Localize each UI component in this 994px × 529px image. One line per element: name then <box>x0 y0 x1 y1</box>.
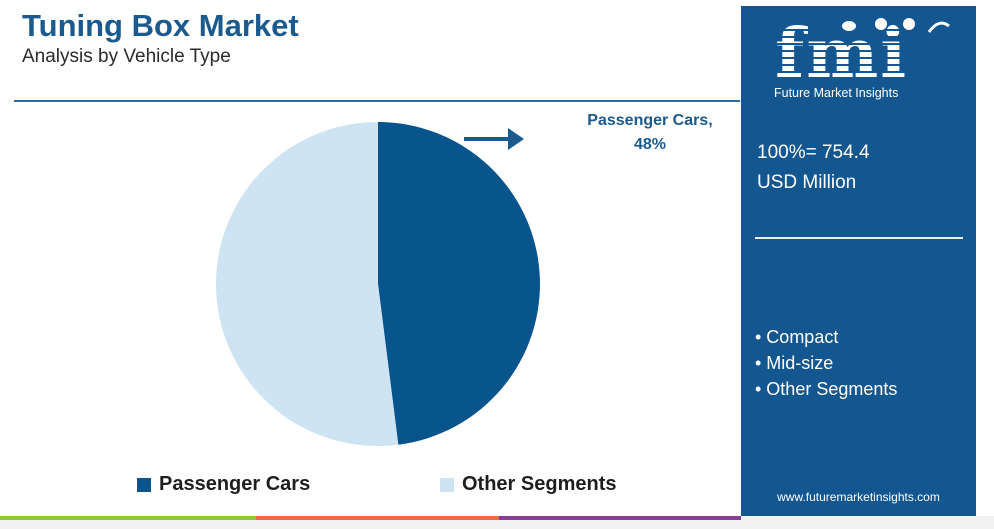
chart-title: Tuning Box Market <box>22 8 299 43</box>
total-value: 100%= 754.4 <box>757 142 870 163</box>
accent-bar-orange <box>256 516 499 520</box>
accent-bar-purple <box>499 516 741 520</box>
legend-label-passenger-cars: Passenger Cars <box>159 473 311 495</box>
chart-card: Tuning Box Market Analysis by Vehicle Ty… <box>0 0 994 516</box>
pie-slice-passenger-cars <box>378 122 540 445</box>
callout-label: Passenger Cars, <box>587 112 713 129</box>
market-total: 100%= 754.4 USD Million <box>757 138 870 198</box>
accent-bar-green <box>0 516 256 520</box>
title-divider <box>14 100 740 102</box>
website-url: www.futuremarketinsights.com <box>777 490 940 504</box>
legend-item-passenger-cars: Passenger Cars <box>137 473 310 496</box>
legend-label-other-segments: Other Segments <box>462 473 617 495</box>
legend-swatch-other-segments <box>440 477 454 492</box>
segment-item: • Mid-size <box>755 353 834 373</box>
segment-item: • Other Segments <box>755 379 898 399</box>
info-panel: fmi Future Market Insights 100%= 754.4 U… <box>741 6 976 516</box>
segment-list: • Compact • Mid-size • Other Segments <box>755 324 897 402</box>
pie-chart <box>215 121 540 446</box>
logo-figures-icon <box>842 18 950 33</box>
arrow-right-icon <box>464 128 524 150</box>
pie-slice-other-segments <box>215 121 399 446</box>
segment-item: • Compact <box>755 327 839 347</box>
pie-callout: Passenger Cars, 48% <box>560 109 740 157</box>
callout-value: 48% <box>633 136 667 153</box>
legend-swatch-passenger-cars <box>137 477 151 492</box>
total-unit: USD Million <box>757 172 857 193</box>
logo-subtitle: Future Market Insights <box>774 86 899 100</box>
chart-subtitle: Analysis by Vehicle Type <box>22 46 231 67</box>
legend-item-other-segments: Other Segments <box>440 473 616 496</box>
panel-divider <box>755 237 963 239</box>
